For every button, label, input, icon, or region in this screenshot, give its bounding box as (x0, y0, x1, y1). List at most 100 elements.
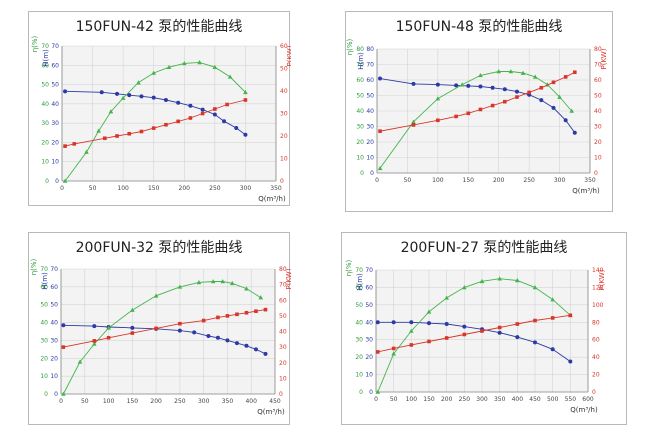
h-point (411, 81, 416, 86)
p-point (411, 123, 416, 127)
p-point (533, 318, 537, 323)
p-point (466, 111, 471, 116)
p-point (139, 129, 144, 134)
x-tick-label: 300 (240, 185, 252, 192)
eta-axis-label: η(%) (345, 259, 353, 276)
p-point (178, 321, 182, 326)
p-point (216, 315, 220, 320)
p-tick-label: 40 (592, 354, 600, 361)
x-axis-label: Q(m³/h) (572, 187, 600, 195)
p-point (103, 136, 107, 141)
h-point (572, 130, 577, 135)
p-point (200, 111, 205, 116)
x-tick-label: 400 (512, 396, 524, 403)
p-point (106, 335, 111, 340)
x-tick-label: 250 (174, 398, 186, 405)
eta-point (151, 70, 157, 75)
eta-point (497, 276, 502, 281)
eta-tick-label: 80 (356, 46, 364, 53)
h-point (177, 328, 182, 333)
x-tick-label: 200 (493, 177, 505, 184)
p-tick-label: 40 (280, 88, 288, 95)
p-point (497, 325, 502, 330)
h-point (253, 347, 258, 352)
p-axis-label: P(KW) (600, 48, 608, 69)
h-point (99, 90, 104, 95)
x-axis-label: Q(m³/h) (257, 408, 285, 416)
x-tick-label: 250 (459, 396, 471, 403)
h-point (391, 320, 396, 325)
eta-tick-label: 60 (40, 284, 48, 291)
x-tick-label: 50 (404, 177, 412, 184)
eta-point (508, 69, 514, 74)
eta-point (229, 280, 235, 286)
x-tick-label: 0 (374, 396, 378, 403)
h-tick-label: 70 (51, 43, 59, 50)
chart-title: 200FUN-32 泵的性能曲线 (75, 240, 243, 256)
x-tick-label: 550 (565, 396, 577, 403)
p-tick-label: 40 (279, 329, 287, 336)
eta-tick-label: 50 (40, 302, 48, 309)
p-point (515, 95, 519, 99)
h-tick-label: 70 (366, 62, 374, 69)
eta-point (444, 295, 449, 300)
eta-tick-label: 30 (356, 124, 364, 131)
h-tick-label: 20 (365, 354, 373, 361)
x-tick-label: 350 (222, 398, 234, 405)
h-point (466, 83, 471, 88)
h-tick-label: 0 (55, 178, 59, 185)
h-point (502, 87, 507, 92)
h-tick-label: 0 (369, 389, 373, 396)
eta-point (258, 295, 264, 300)
h-tick-label: 30 (365, 337, 373, 344)
p-point (201, 318, 206, 323)
eta-tick-label: 0 (359, 389, 363, 396)
p-point (213, 107, 217, 111)
h-point (490, 85, 495, 90)
h-point (212, 112, 217, 117)
p-axis-label: P(KW) (286, 45, 291, 66)
eta-tick-label: 30 (40, 337, 48, 344)
eta-tick-label: 60 (355, 284, 363, 291)
p-tick-label: 30 (280, 111, 288, 118)
p-tick-label: 20 (280, 133, 288, 140)
eta-point (532, 285, 538, 290)
eta-point (515, 278, 520, 283)
eta-tick-label: 60 (41, 62, 49, 69)
p-point (151, 126, 156, 130)
eta-point (557, 94, 562, 99)
x-tick-label: 400 (245, 398, 257, 405)
h-point (130, 325, 135, 330)
p-point (92, 339, 97, 343)
p-tick-label: 100 (592, 302, 604, 309)
p-point (572, 70, 577, 75)
p-tick-label: 30 (594, 124, 602, 131)
p-point (188, 116, 193, 120)
eta-tick-label: 30 (355, 337, 363, 344)
eta-point (108, 109, 114, 114)
x-tick-label: 200 (150, 398, 162, 405)
p-point (539, 85, 544, 90)
h-tick-label: 30 (50, 337, 58, 344)
chart-title: 150FUN-48 泵的性能曲线 (395, 19, 563, 35)
x-tick-label: 100 (117, 185, 129, 192)
p-tick-label: 70 (594, 62, 602, 69)
x-tick-label: 200 (441, 396, 453, 403)
h-point (206, 333, 211, 338)
h-point (115, 91, 120, 96)
h-tick-label: 50 (366, 93, 374, 100)
h-tick-label: 50 (51, 82, 59, 89)
h-tick-label: 20 (51, 139, 59, 146)
p-tick-label: 80 (592, 319, 600, 326)
h-point (263, 351, 268, 356)
x-axis-label: Q(m³/h) (258, 195, 286, 203)
x-tick-label: 500 (547, 396, 559, 403)
eta-axis-label: η(%) (30, 258, 38, 275)
h-point (244, 343, 249, 348)
series-line-p (377, 314, 571, 353)
h-tick-label: 0 (370, 170, 374, 177)
p-point (154, 326, 158, 331)
p-point (225, 102, 229, 107)
eta-axis-label: η(%) (31, 35, 39, 52)
h-point (225, 338, 230, 343)
